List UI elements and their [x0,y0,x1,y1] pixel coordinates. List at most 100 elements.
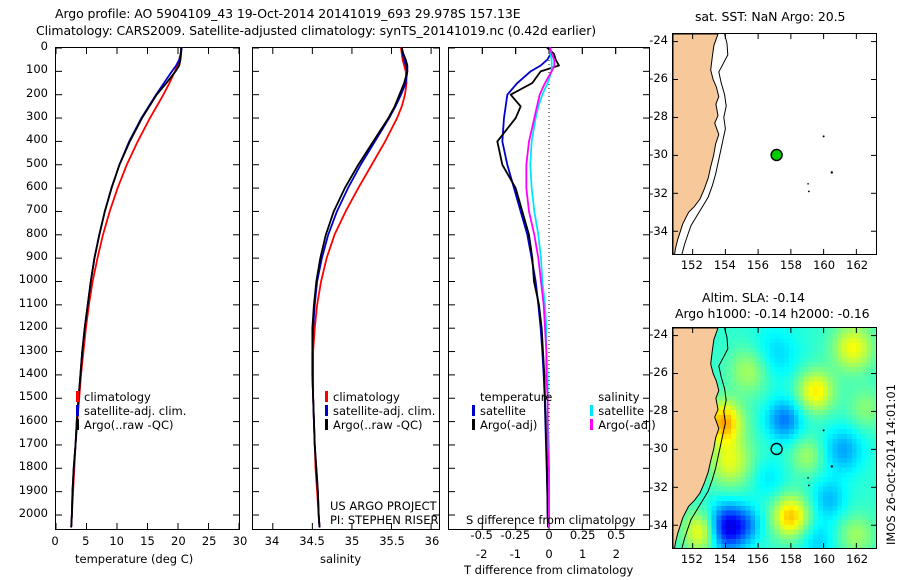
latitude-tick-label: -30 [649,441,668,456]
legend-item-label: climatology [84,390,151,404]
legend-column-salinity: salinity satellite Argo(-adj) [590,390,656,432]
legend-item: satellite-adj. clim. [76,404,186,418]
difference-legend: temperature satellite Argo(-adj) salinity sa… [472,390,656,432]
axis-tick-label: 162 [846,552,869,566]
depth-tick-label: 700 [26,202,48,217]
axis-tick-label: 1 [578,547,587,561]
figure-title-line1: Argo profile: AO 5904109_43 19-Oct-2014 … [55,6,521,21]
legend-item-label: climatology [333,390,400,404]
depth-tick-label: 200 [26,85,48,100]
credit-line2: PI: STEPHEN RISER [330,513,439,527]
legend-header: temperature [480,390,553,404]
axis-tick-label: 0 [545,547,553,561]
legend-color-swatch [325,391,328,402]
depth-tick-label: 300 [26,109,48,124]
sla-map-title-line2: Argo h1000: -0.14 h2000: -0.16 [675,306,870,321]
depth-tick-label: 2000 [18,505,48,520]
legend-item: climatology [325,390,435,404]
depth-tick-label: 1100 [18,295,48,310]
legend-item-label: Argo(..raw -QC) [333,418,423,432]
credit-line1: US ARGO PROJECT [330,499,437,513]
legend-item: Argo(..raw -QC) [325,418,435,432]
latitude-tick-label: -24 [649,32,668,47]
latitude-tick-label: -28 [649,403,668,418]
sla-map-title-line1: Altim. SLA: -0.14 [702,290,805,305]
axis-tick-label: 152 [680,552,703,566]
salinity-profile-plot [253,47,439,529]
axis-tick-label: 160 [813,258,836,272]
depth-tick-label: 500 [26,155,48,170]
legend-item: climatology [76,390,186,404]
imos-watermark-text: IMOS 26-Oct-2014 14:01:01 [884,383,898,545]
legend-color-swatch [590,405,594,416]
axis-tick-label: 152 [680,258,703,272]
depth-tick-label: 1800 [18,459,48,474]
legend-item-label: Argo(..raw -QC) [84,418,174,432]
salinity-legend: climatology satellite-adj. clim. Argo(..ra… [325,390,435,432]
depth-tick-label: 1300 [18,342,48,357]
sst-map-plot [673,34,876,254]
legend-item: satellite [590,404,655,418]
axis-tick-label: 154 [713,552,736,566]
axis-tick-label: 10 [109,534,124,548]
legend-item: satellite-adj. clim. [325,404,435,418]
latitude-tick-label: -30 [649,147,668,162]
depth-tick-label: 800 [26,225,48,240]
axis-tick-label: -1 [509,547,522,561]
legend-item: Argo(..raw -QC) [76,418,186,432]
axis-tick-label: 36 [424,534,440,548]
latitude-tick-label: -28 [649,109,668,124]
depth-tick-label: 600 [26,179,48,194]
legend-header: salinity [598,390,640,404]
legend-item-label: Argo(-adj) [480,418,538,432]
salinity-difference-axis-label: S difference from climatology [466,513,636,527]
legend-item: Argo(-adj) [590,418,656,432]
axis-tick-label: 162 [846,258,869,272]
legend-color-swatch [590,419,594,430]
legend-color-swatch [325,419,328,430]
axis-tick-label: -0.5 [470,528,493,542]
axis-tick-label: 0.5 [607,528,626,542]
latitude-tick-label: -32 [649,185,668,200]
legend-column-temperature: temperature satellite Argo(-adj) [472,390,552,432]
depth-tick-label: 1900 [18,482,48,497]
difference-profile-plot [449,47,649,529]
legend-item-label: Argo(-adj) [598,418,656,432]
temperature-axis-label: temperature (deg C) [75,552,194,566]
axis-tick-label: 30 [232,534,248,548]
axis-tick-label: 158 [780,258,802,272]
legend-color-swatch [76,405,79,416]
latitude-tick-label: -24 [649,326,668,341]
depth-tick-label: 1700 [18,435,48,450]
figure-title-line2: Climatology: CARS2009. Satellite-adjuste… [36,23,597,38]
legend-color-swatch [472,419,475,430]
depth-tick-label: 1000 [18,272,48,287]
axis-tick-label: 34.5 [299,534,325,548]
latitude-tick-label: -26 [649,364,668,379]
axis-tick-label: 34 [264,534,280,548]
axis-tick-label: 5 [82,534,90,548]
axis-tick-label: 0 [51,534,59,548]
imos-watermark: IMOS 26-Oct-2014 14:01:01 [884,384,900,559]
depth-tick-label: 1600 [18,412,48,427]
legend-item-label: satellite-adj. clim. [333,404,436,418]
axis-tick-label: 160 [813,552,836,566]
axis-tick-label: 158 [780,552,802,566]
temperature-legend: climatology satellite-adj. clim. Argo(..ra… [76,390,186,432]
legend-color-swatch [472,405,475,416]
axis-tick-label: -2 [475,547,488,561]
latitude-tick-label: -26 [649,70,668,85]
axis-tick-label: 2 [612,547,620,561]
depth-tick-label: 900 [26,249,48,264]
depth-tick-label: 400 [26,132,48,147]
legend-item-label: satellite-adj. clim. [84,404,187,418]
legend-item: Argo(-adj) [472,418,552,432]
axis-tick-label: 156 [746,258,769,272]
legend-item-label: satellite [598,404,645,418]
temperature-profile-plot [55,47,240,529]
axis-tick-label: 35 [344,534,360,548]
latitude-tick-label: -34 [649,224,668,239]
sla-map-plot [673,328,876,548]
axis-tick-label: 20 [171,534,186,548]
sst-map-title: sat. SST: NaN Argo: 20.5 [695,9,846,24]
